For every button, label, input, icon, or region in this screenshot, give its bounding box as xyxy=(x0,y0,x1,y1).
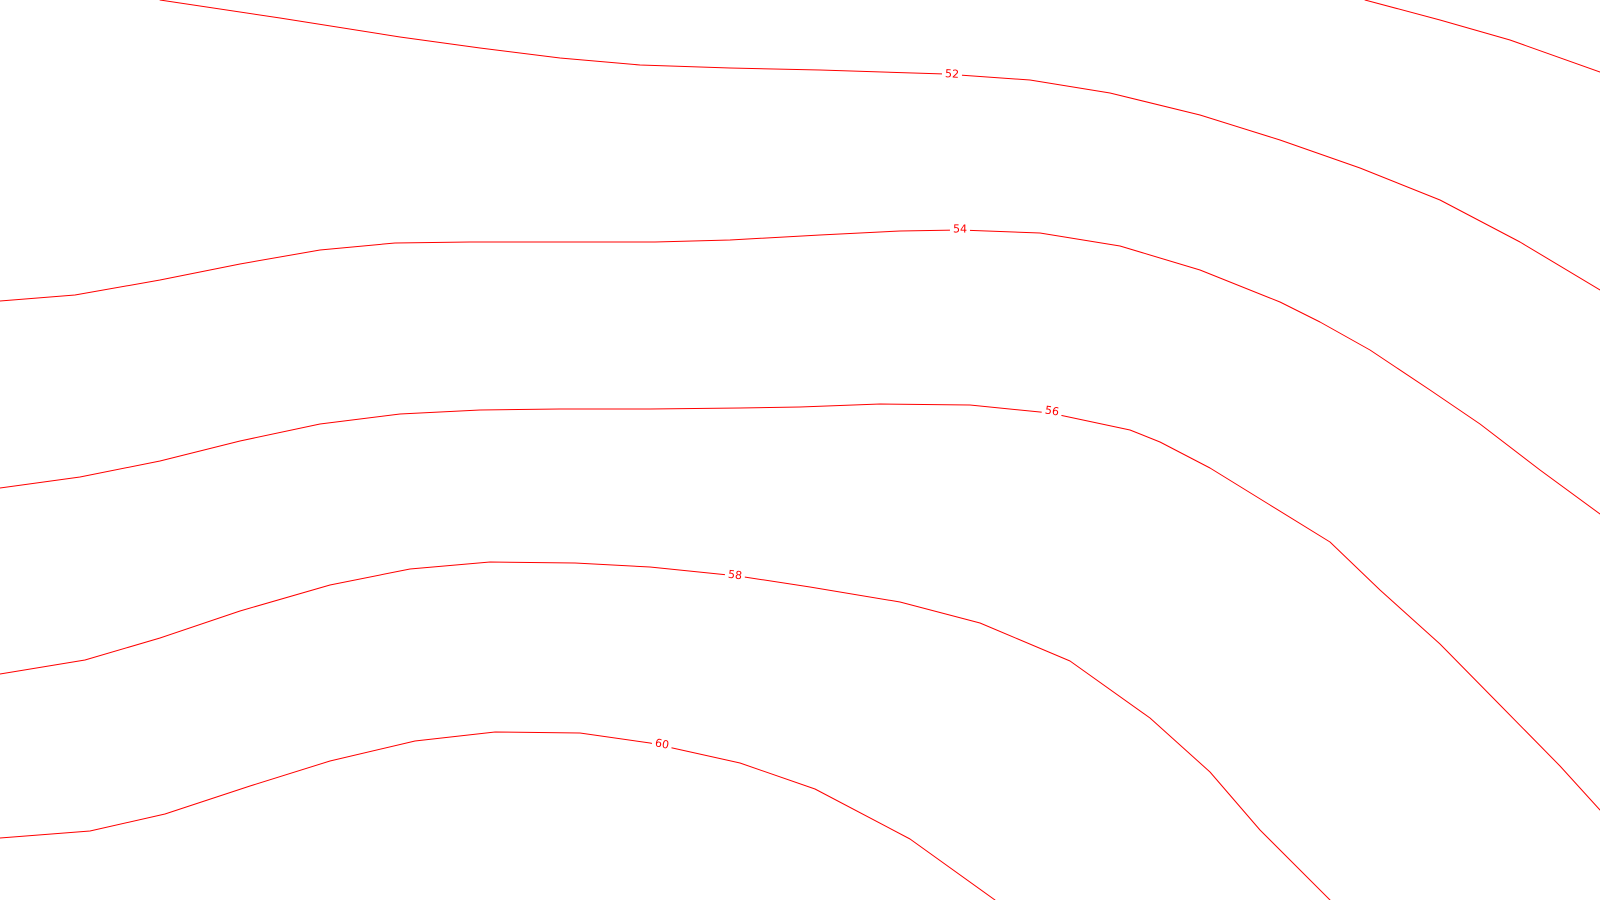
contour-56-label-background xyxy=(1041,403,1063,419)
contour-52: 52 xyxy=(159,0,1600,291)
contour-54: 54 xyxy=(0,222,1600,515)
contour-58: 58 xyxy=(0,561,1331,900)
contour-60-label: 60 xyxy=(654,736,670,751)
contour-58-label-background xyxy=(724,567,746,583)
contour-52-line xyxy=(159,0,1600,291)
contour-56-line xyxy=(0,403,1600,811)
contour-54-label: 54 xyxy=(953,222,967,235)
contour-56: 56 xyxy=(0,403,1600,811)
contour-54-line xyxy=(0,229,1600,515)
contour-50 xyxy=(1364,0,1600,73)
contour-54-label-background xyxy=(949,222,971,236)
contour-60: 60 xyxy=(0,731,996,900)
contour-56-label: 56 xyxy=(1044,403,1060,418)
contour-58-line xyxy=(0,561,1331,900)
contour-60-line xyxy=(0,731,996,900)
contour-52-label-background xyxy=(941,67,963,81)
contour-50-line xyxy=(1364,0,1600,73)
contour-58-label: 58 xyxy=(727,568,743,583)
contour-60-label-background xyxy=(651,736,673,752)
contour-52-label: 52 xyxy=(945,67,960,81)
